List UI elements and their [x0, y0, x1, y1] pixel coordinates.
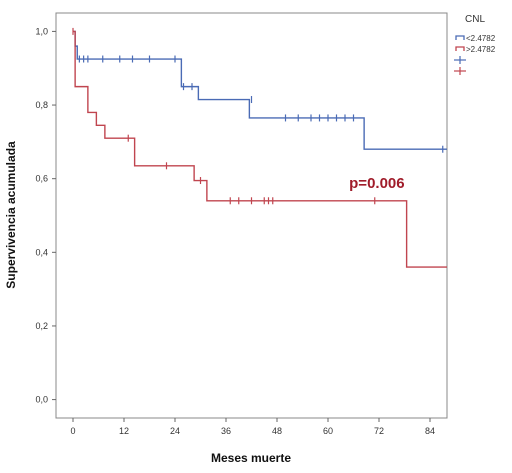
- legend-entries: <2.4782 >2.4782: [454, 34, 496, 75]
- x-tick-label: 0: [70, 426, 75, 436]
- x-tick-label: 60: [323, 426, 333, 436]
- y-tick-label: 0,8: [35, 100, 48, 110]
- y-tick-label: 1,0: [35, 26, 48, 36]
- x-tick-label: 12: [119, 426, 129, 436]
- series-line-1: [73, 30, 447, 150]
- x-axis-title: Meses muerte: [211, 451, 291, 465]
- axis-ticks: 0 12 24 36 48 60 72 84 0,0 0,2 0,4 0,6 0,8 1,0: [35, 26, 435, 436]
- survival-curves: [73, 30, 447, 268]
- legend-line-swatch: [455, 46, 465, 51]
- series-line-2: [73, 30, 447, 268]
- y-tick-label: 0,2: [35, 321, 48, 331]
- plot-frame: [55, 12, 448, 419]
- x-tick-label: 36: [221, 426, 231, 436]
- x-tick-label: 24: [170, 426, 180, 436]
- censor-marks: [72, 27, 444, 205]
- p-value-annotation: p=0.006: [349, 175, 404, 192]
- x-tick-label: 84: [425, 426, 435, 436]
- legend: CNL <2.4782 >2.4782: [454, 14, 496, 75]
- legend-line-swatch: [455, 35, 465, 40]
- x-tick-label: 48: [272, 426, 282, 436]
- y-axis-title: Supervivencia acumulada: [4, 141, 18, 289]
- legend-entry-label: >2.4782: [466, 45, 496, 54]
- y-tick-label: 0,4: [35, 247, 48, 257]
- legend-entry-label: <2.4782: [466, 34, 496, 43]
- legend-title: CNL: [465, 14, 485, 25]
- y-tick-label: 0,0: [35, 395, 48, 405]
- x-tick-label: 72: [374, 426, 384, 436]
- y-tick-label: 0,6: [35, 174, 48, 184]
